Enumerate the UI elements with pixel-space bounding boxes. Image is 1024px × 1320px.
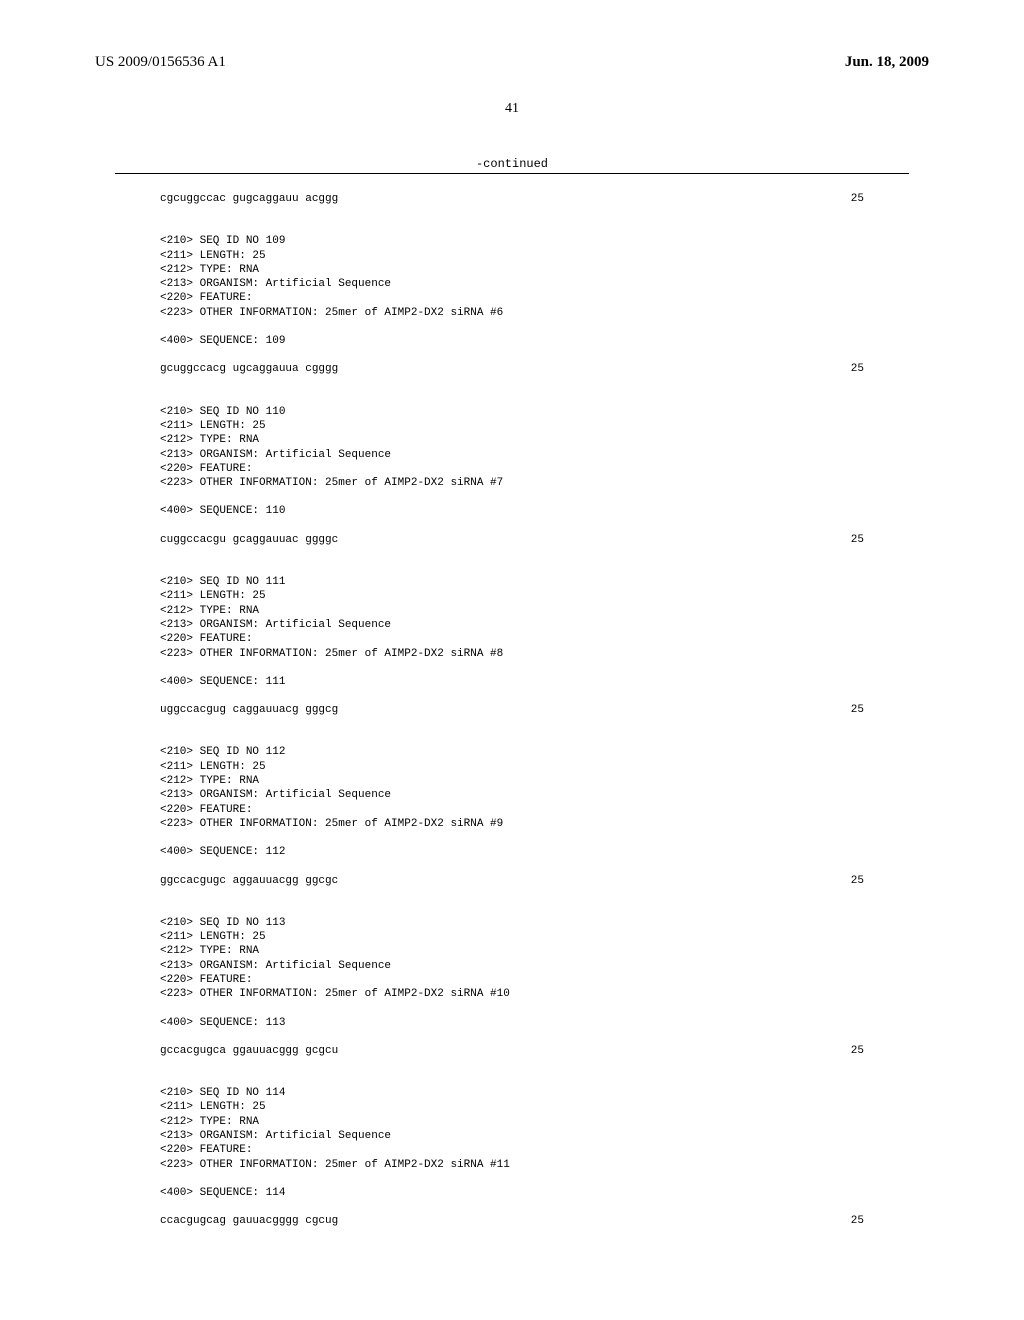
organism-line: <213> ORGANISM: Artificial Sequence — [160, 1129, 864, 1143]
sequence-text: gccacgugca ggauuacggg gcgcu — [160, 1044, 338, 1058]
sequence-length: 25 — [851, 192, 864, 206]
other-info-line: <223> OTHER INFORMATION: 25mer of AIMP2-… — [160, 817, 864, 831]
feature-line: <220> FEATURE: — [160, 1143, 864, 1157]
entry-metadata: <210> SEQ ID NO 109<211> LENGTH: 25<212>… — [160, 234, 864, 320]
entry-metadata: <210> SEQ ID NO 112<211> LENGTH: 25<212>… — [160, 745, 864, 831]
entry-metadata: <210> SEQ ID NO 110<211> LENGTH: 25<212>… — [160, 405, 864, 491]
page-number: 41 — [0, 101, 1024, 117]
entries-container: <210> SEQ ID NO 109<211> LENGTH: 25<212>… — [160, 234, 864, 1228]
sequence-data-row: ggccacgugc aggauuacgg ggcgc 25 — [160, 874, 864, 888]
sequence-data-row: gcuggccacg ugcaggauua cgggg 25 — [160, 362, 864, 376]
publication-number: US 2009/0156536 A1 — [95, 54, 226, 71]
sequence-entry: <210> SEQ ID NO 111<211> LENGTH: 25<212>… — [160, 575, 864, 717]
entry-metadata: <210> SEQ ID NO 113<211> LENGTH: 25<212>… — [160, 916, 864, 1002]
type-line: <212> TYPE: RNA — [160, 774, 864, 788]
sequence-data-row: cgcuggccac gugcaggauu acggg 25 — [160, 192, 864, 206]
sequence-length: 25 — [851, 874, 864, 888]
sequence-text: cuggccacgu gcaggauuac ggggc — [160, 533, 338, 547]
length-line: <211> LENGTH: 25 — [160, 930, 864, 944]
first-sequence-block: cgcuggccac gugcaggauu acggg 25 — [160, 192, 864, 206]
entry-metadata: <210> SEQ ID NO 114<211> LENGTH: 25<212>… — [160, 1086, 864, 1172]
other-info-line: <223> OTHER INFORMATION: 25mer of AIMP2-… — [160, 476, 864, 490]
seq-id-line: <210> SEQ ID NO 114 — [160, 1086, 864, 1100]
sequence-data-row: uggccacgug caggauuacg gggcg 25 — [160, 703, 864, 717]
seq-id-line: <210> SEQ ID NO 112 — [160, 745, 864, 759]
other-info-line: <223> OTHER INFORMATION: 25mer of AIMP2-… — [160, 1158, 864, 1172]
sequence-length: 25 — [851, 703, 864, 717]
sequence-text: ccacgugcag gauuacgggg cgcug — [160, 1214, 338, 1228]
type-line: <212> TYPE: RNA — [160, 433, 864, 447]
length-line: <211> LENGTH: 25 — [160, 1100, 864, 1114]
sequence-entry: <210> SEQ ID NO 110<211> LENGTH: 25<212>… — [160, 405, 864, 547]
organism-line: <213> ORGANISM: Artificial Sequence — [160, 277, 864, 291]
sequence-content: cgcuggccac gugcaggauu acggg 25 <210> SEQ… — [0, 192, 1024, 1229]
sequence-length: 25 — [851, 362, 864, 376]
type-line: <212> TYPE: RNA — [160, 263, 864, 277]
sequence-label: <400> SEQUENCE: 114 — [160, 1186, 864, 1200]
sequence-label: <400> SEQUENCE: 112 — [160, 845, 864, 859]
length-line: <211> LENGTH: 25 — [160, 589, 864, 603]
publication-date: Jun. 18, 2009 — [845, 54, 929, 71]
sequence-length: 25 — [851, 1044, 864, 1058]
horizontal-divider — [115, 173, 909, 174]
document-header: US 2009/0156536 A1 Jun. 18, 2009 — [0, 0, 1024, 71]
organism-line: <213> ORGANISM: Artificial Sequence — [160, 618, 864, 632]
feature-line: <220> FEATURE: — [160, 632, 864, 646]
type-line: <212> TYPE: RNA — [160, 944, 864, 958]
sequence-text: gcuggccacg ugcaggauua cgggg — [160, 362, 338, 376]
feature-line: <220> FEATURE: — [160, 973, 864, 987]
length-line: <211> LENGTH: 25 — [160, 249, 864, 263]
organism-line: <213> ORGANISM: Artificial Sequence — [160, 959, 864, 973]
continued-label: -continued — [0, 157, 1024, 171]
sequence-data-row: gccacgugca ggauuacggg gcgcu 25 — [160, 1044, 864, 1058]
organism-line: <213> ORGANISM: Artificial Sequence — [160, 788, 864, 802]
other-info-line: <223> OTHER INFORMATION: 25mer of AIMP2-… — [160, 306, 864, 320]
sequence-entry: <210> SEQ ID NO 114<211> LENGTH: 25<212>… — [160, 1086, 864, 1228]
length-line: <211> LENGTH: 25 — [160, 760, 864, 774]
seq-id-line: <210> SEQ ID NO 111 — [160, 575, 864, 589]
sequence-label: <400> SEQUENCE: 113 — [160, 1016, 864, 1030]
sequence-length: 25 — [851, 1214, 864, 1228]
sequence-text: cgcuggccac gugcaggauu acggg — [160, 192, 338, 206]
feature-line: <220> FEATURE: — [160, 291, 864, 305]
sequence-text: uggccacgug caggauuacg gggcg — [160, 703, 338, 717]
sequence-entry: <210> SEQ ID NO 113<211> LENGTH: 25<212>… — [160, 916, 864, 1058]
length-line: <211> LENGTH: 25 — [160, 419, 864, 433]
other-info-line: <223> OTHER INFORMATION: 25mer of AIMP2-… — [160, 647, 864, 661]
seq-id-line: <210> SEQ ID NO 109 — [160, 234, 864, 248]
sequence-label: <400> SEQUENCE: 110 — [160, 504, 864, 518]
organism-line: <213> ORGANISM: Artificial Sequence — [160, 448, 864, 462]
sequence-data-row: ccacgugcag gauuacgggg cgcug 25 — [160, 1214, 864, 1228]
type-line: <212> TYPE: RNA — [160, 1115, 864, 1129]
seq-id-line: <210> SEQ ID NO 113 — [160, 916, 864, 930]
sequence-label: <400> SEQUENCE: 109 — [160, 334, 864, 348]
sequence-label: <400> SEQUENCE: 111 — [160, 675, 864, 689]
entry-metadata: <210> SEQ ID NO 111<211> LENGTH: 25<212>… — [160, 575, 864, 661]
sequence-length: 25 — [851, 533, 864, 547]
sequence-data-row: cuggccacgu gcaggauuac ggggc 25 — [160, 533, 864, 547]
feature-line: <220> FEATURE: — [160, 803, 864, 817]
other-info-line: <223> OTHER INFORMATION: 25mer of AIMP2-… — [160, 987, 864, 1001]
seq-id-line: <210> SEQ ID NO 110 — [160, 405, 864, 419]
sequence-entry: <210> SEQ ID NO 112<211> LENGTH: 25<212>… — [160, 745, 864, 887]
sequence-text: ggccacgugc aggauuacgg ggcgc — [160, 874, 338, 888]
type-line: <212> TYPE: RNA — [160, 604, 864, 618]
sequence-entry: <210> SEQ ID NO 109<211> LENGTH: 25<212>… — [160, 234, 864, 376]
feature-line: <220> FEATURE: — [160, 462, 864, 476]
